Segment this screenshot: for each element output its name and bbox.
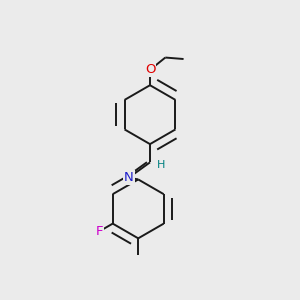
Text: F: F [96,225,103,238]
Text: H: H [157,160,165,170]
Text: O: O [145,63,155,76]
Text: N: N [124,171,134,184]
